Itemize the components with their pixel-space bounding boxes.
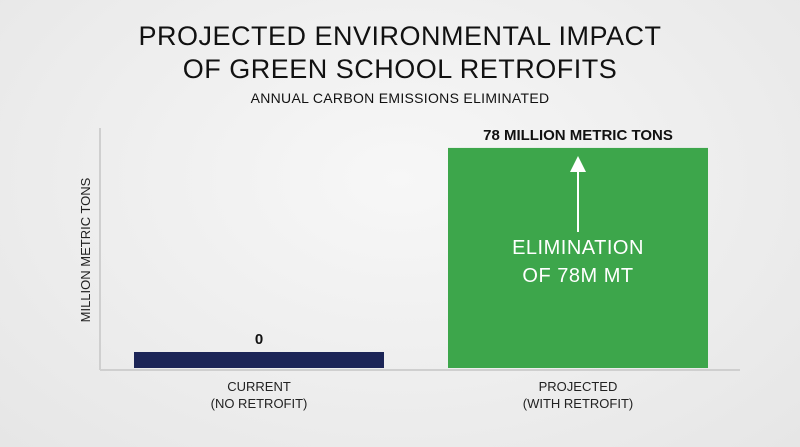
y-axis-label: MILLION METRIC TONS <box>78 177 93 322</box>
value-label: 0 <box>255 331 263 348</box>
annotation: ELIMINATION OF 78M MT <box>512 237 644 287</box>
x-tick-label: PROJECTED (WITH RETROFIT) <box>522 379 634 411</box>
bar <box>134 352 384 368</box>
chart-title: PROJECTED ENVIRONMENTAL IMPACT OF GREEN … <box>138 21 662 84</box>
x-tick-label: CURRENT (NO RETROFIT) <box>210 379 308 411</box>
arrow-head <box>570 156 586 172</box>
value-label: 78 MILLION METRIC TONS <box>483 127 673 144</box>
chart-subtitle: ANNUAL CARBON EMISSIONS ELIMINATED <box>250 90 550 106</box>
